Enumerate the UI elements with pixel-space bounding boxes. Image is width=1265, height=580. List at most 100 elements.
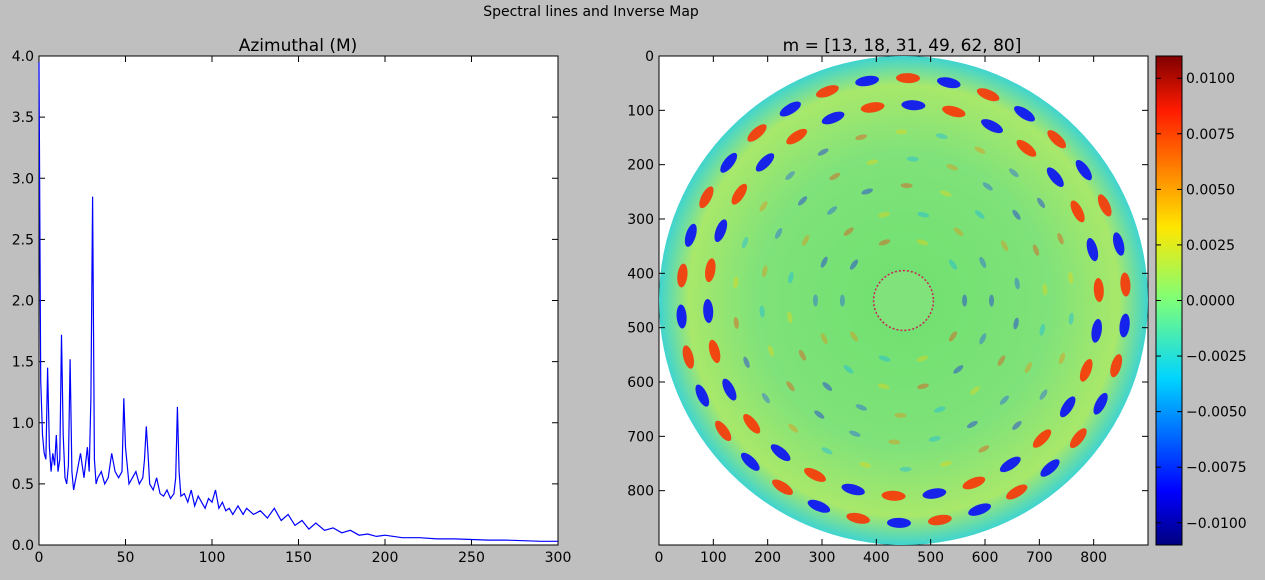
spectrum-plot-title: Azimuthal (M)	[239, 36, 358, 56]
inverse-map-feature	[767, 345, 775, 357]
colorbar-tick-label: −0.0075	[1186, 460, 1247, 476]
inverse-map-feature	[815, 85, 839, 98]
inverse-map-feature	[969, 386, 980, 395]
inverse-map-feature	[682, 345, 695, 369]
inverse-map-feature	[786, 128, 808, 145]
inverse-map-feature	[948, 331, 958, 342]
inverse-map-feature	[1008, 168, 1019, 178]
inverse-map-feature	[699, 186, 714, 209]
inverse-map-x-tick-label: 200	[754, 550, 781, 566]
inverse-map-feature	[804, 467, 826, 482]
spectrum-x-ticks: 0 50 100 150 200 250 300	[35, 56, 571, 566]
inverse-map-feature	[982, 182, 993, 191]
inverse-map-feature	[829, 172, 841, 181]
inverse-map-feature	[878, 239, 891, 246]
inverse-map-feature	[999, 395, 1009, 405]
inverse-map-x-tick-label: 800	[1080, 550, 1107, 566]
inverse-map-feature	[917, 383, 929, 390]
inverse-map-feature	[1075, 159, 1092, 181]
inverse-map-feature	[839, 294, 845, 307]
inverse-map-feature	[820, 256, 828, 268]
inverse-map-feature	[1032, 429, 1052, 448]
inverse-map-feature	[922, 488, 947, 499]
inverse-map-feature	[1058, 352, 1066, 365]
inverse-map-feature	[1112, 232, 1125, 256]
inverse-map-x-tick-label: 100	[700, 550, 727, 566]
inverse-map-feature	[940, 190, 952, 197]
inverse-map-feature	[733, 276, 739, 289]
inverse-map-feature	[1057, 233, 1064, 245]
inverse-map-feature	[859, 462, 872, 468]
inverse-map-feature	[755, 153, 775, 172]
inverse-map-feature	[820, 333, 828, 345]
inverse-map-plot: m = [13, 18, 31, 49, 62, 80] 0 100 200 300 4…	[627, 36, 1149, 566]
spectrum-x-tick-label: 250	[458, 550, 485, 566]
inverse-map-feature	[899, 466, 912, 472]
inverse-map-feature	[1006, 484, 1028, 500]
inverse-map-feature	[866, 159, 879, 165]
inverse-map-feature	[788, 271, 794, 284]
inverse-map-y-tick-label: 600	[627, 375, 654, 391]
colorbar-tick-label: −0.0100	[1186, 516, 1247, 532]
inverse-map-feature	[953, 227, 964, 236]
inverse-map-feature	[827, 206, 838, 215]
colorbar-tick-label: 0.0000	[1186, 294, 1235, 310]
inverse-map-feature	[743, 413, 761, 434]
inverse-map-feature	[814, 410, 825, 419]
inverse-map-feature	[708, 339, 721, 364]
inverse-map-feature	[846, 512, 870, 524]
inverse-map-feature	[684, 223, 697, 247]
inverse-map-feature	[1014, 106, 1035, 122]
spectrum-x-tick-label: 100	[199, 550, 226, 566]
inverse-map-feature	[801, 235, 810, 246]
spectrum-x-tick-label: 150	[285, 550, 312, 566]
spectrum-x-tick-label: 0	[35, 550, 44, 566]
spectrum-y-ticks: 0.0 0.5 1.0 1.5 2.0 2.5 3.0 3.5 4.0	[12, 49, 558, 554]
inverse-map-feature	[798, 349, 807, 361]
inverse-map-feature	[775, 227, 783, 239]
inverse-map-x-tick-label: 400	[863, 550, 890, 566]
inverse-map-feature	[779, 101, 801, 117]
colorbar: 0.0100 0.0075 0.0050 0.0025 0.0000 −0.0025 −0.…	[1155, 55, 1247, 546]
inverse-map-feature	[916, 355, 929, 362]
spectrum-y-tick-label: 1.0	[12, 416, 34, 432]
inverse-map-feature	[1120, 272, 1131, 297]
inverse-map-x-tick-label: 500	[917, 550, 944, 566]
inverse-map-feature	[940, 460, 952, 467]
inverse-map-feature	[974, 146, 986, 154]
inverse-map-feature	[895, 129, 908, 135]
inverse-map-feature	[849, 331, 859, 342]
inverse-map-feature	[1046, 167, 1064, 188]
inverse-map-feature	[817, 148, 829, 156]
inverse-map-feature	[741, 236, 749, 249]
inverse-map-feature	[740, 452, 760, 471]
spectrum-x-tick-label: 50	[117, 550, 135, 566]
spectrum-y-tick-label: 2.5	[12, 232, 34, 248]
inverse-map-feature	[849, 259, 859, 270]
inverse-map-feature	[1059, 396, 1076, 418]
spectrum-plot-area	[38, 55, 559, 546]
inverse-map-feature	[1110, 354, 1123, 378]
inverse-map-feature	[787, 311, 793, 324]
inverse-map-feature	[705, 258, 716, 283]
inverse-map-feature	[1039, 323, 1046, 336]
inverse-map-feature	[770, 444, 791, 462]
inverse-map-feature	[948, 259, 958, 270]
inverse-map-feature	[901, 100, 926, 111]
inverse-map-feature	[916, 239, 929, 246]
inverse-map-feature	[946, 164, 958, 171]
spectrum-line	[38, 62, 558, 542]
inverse-map-feature	[978, 445, 990, 453]
inverse-map-x-tick-label: 700	[1026, 550, 1053, 566]
inverse-map-feature	[1093, 392, 1108, 415]
inverse-map-feature	[785, 171, 795, 181]
inverse-map-feature	[747, 124, 767, 142]
inverse-map-feature	[849, 430, 861, 437]
inverse-map-feature	[1024, 362, 1032, 374]
spectrum-y-tick-label: 4.0	[12, 49, 34, 65]
spectrum-plot: Azimuthal (M) 0 50 100 150 200 250 300 0.0 0.5 1…	[12, 36, 572, 566]
inverse-map-feature	[878, 211, 890, 218]
inverse-map-feature	[759, 201, 768, 212]
inverse-map-feature	[731, 183, 748, 205]
inverse-map-feature	[812, 294, 819, 307]
